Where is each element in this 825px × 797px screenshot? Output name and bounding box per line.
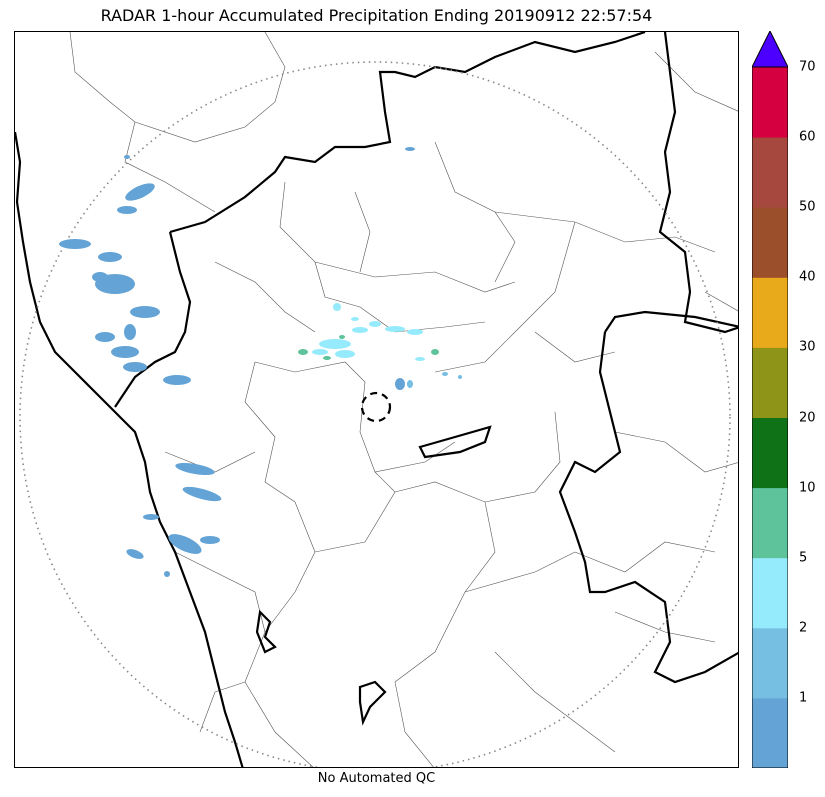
colorbar-segments	[752, 67, 788, 768]
colorbar-tick-label: 40	[799, 269, 816, 285]
colorbar-tick-label: 2	[799, 620, 808, 636]
colorbar	[752, 31, 788, 768]
colorbar-tick-label: 30	[799, 339, 816, 355]
colorbar-segment	[752, 627, 788, 699]
colorbar-tick-label: 20	[799, 410, 816, 425]
qc-footer: No Automated QC	[317, 771, 436, 786]
colorbar-extend-arrow	[752, 31, 788, 68]
map-canvas	[15, 32, 738, 767]
colorbar-segment	[752, 207, 788, 278]
state-boundaries	[15, 32, 738, 767]
colorbar-segment	[752, 277, 788, 348]
colorbar-segment	[752, 347, 788, 418]
colorbar-tick-label: 70	[799, 59, 816, 75]
chart-title: RADAR 1-hour Accumulated Precipitation E…	[100, 6, 653, 25]
colorbar-segment	[752, 417, 788, 489]
colorbar-tick-label: 10	[799, 480, 816, 496]
colorbar-tick-label: 5	[799, 550, 808, 566]
radar-site-marker	[360, 391, 392, 423]
colorbar-tick-label: 50	[799, 199, 816, 215]
colorbar-tick-label: 1	[799, 690, 808, 706]
colorbar-segment	[752, 697, 788, 768]
colorbar-segment	[752, 557, 788, 629]
precipitation-echoes	[59, 147, 462, 577]
colorbar-segment	[752, 137, 788, 208]
district-boundaries	[69, 32, 738, 767]
radar-map	[14, 31, 739, 768]
range-ring	[19, 61, 731, 767]
colorbar-tick-label: 60	[799, 129, 816, 145]
colorbar-segment	[752, 67, 788, 138]
colorbar-segment	[752, 487, 788, 559]
